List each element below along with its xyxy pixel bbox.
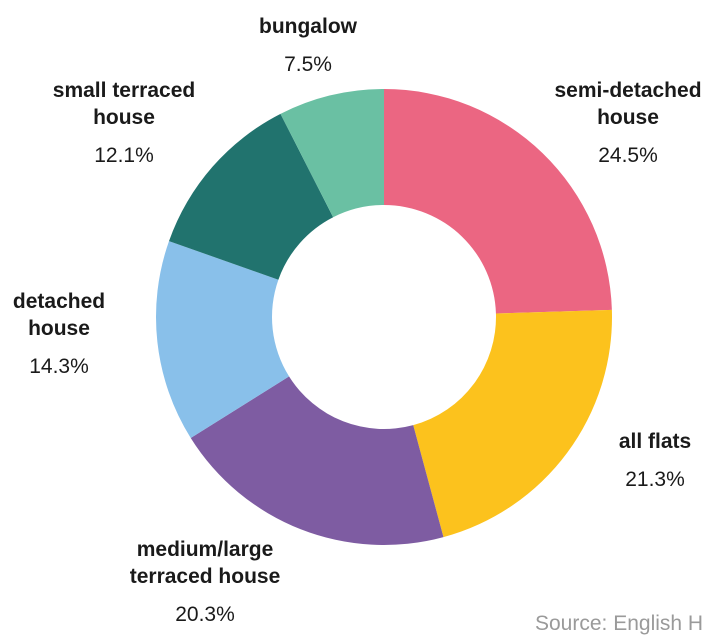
slice-name-text: bungalow <box>259 15 358 38</box>
label-detached-house: detached house 14.3% <box>13 290 105 378</box>
slice-name-text: house <box>597 106 659 129</box>
slice-value-text: 21.3% <box>625 468 685 491</box>
slice-value-text: 12.1% <box>94 144 154 167</box>
slice-medium-large-terraced-house <box>190 376 444 545</box>
label-small-terraced-house: small terraced house 12.1% <box>53 79 195 167</box>
source-note: Source: English H <box>535 612 704 635</box>
slice-name-text: small terraced <box>53 79 195 102</box>
slice-value-text: 7.5% <box>284 53 332 76</box>
slice-value-text: 14.3% <box>29 355 89 378</box>
slice-labels: semi-detached house 24.5% all flats 21.3% med… <box>13 15 702 626</box>
label-medium-large-terraced-house: medium/large terraced house 20.3% <box>130 538 281 626</box>
slice-small-terraced-house <box>168 113 334 280</box>
label-bungalow: bungalow 7.5% <box>259 15 358 76</box>
slice-value-text: 20.3% <box>175 603 235 626</box>
slice-name-text: all flats <box>619 430 691 453</box>
label-all-flats: all flats 21.3% <box>619 430 691 491</box>
slice-name-text: semi-detached <box>554 79 701 102</box>
slice-name-text: detached <box>13 290 105 313</box>
label-semi-detached-house: semi-detached house 24.5% <box>554 79 701 167</box>
slice-semi-detached-house <box>384 89 612 314</box>
slice-all-flats <box>413 309 612 538</box>
slice-detached-house <box>156 241 290 438</box>
slice-name-text: terraced house <box>130 565 281 588</box>
slice-value-text: 24.5% <box>598 144 658 167</box>
slice-name-text: medium/large <box>137 538 274 561</box>
donut-slices <box>156 89 612 545</box>
slice-bungalow <box>280 89 384 218</box>
slice-name-text: house <box>28 317 90 340</box>
slice-name-text: house <box>93 106 155 129</box>
